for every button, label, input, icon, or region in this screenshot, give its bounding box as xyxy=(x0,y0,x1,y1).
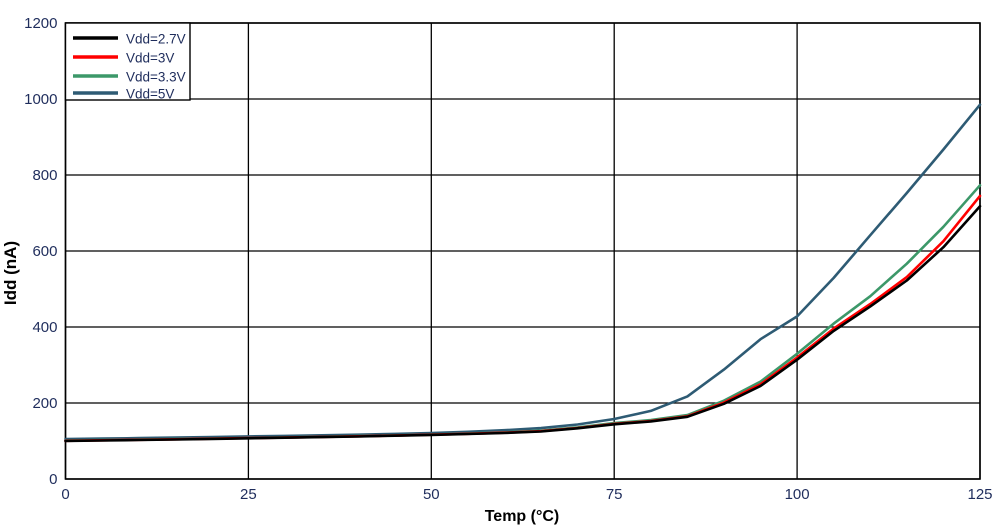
svg-text:100: 100 xyxy=(785,486,810,503)
svg-text:1000: 1000 xyxy=(24,91,57,108)
svg-text:Vdd=3V: Vdd=3V xyxy=(126,51,174,66)
svg-text:Temp (°C): Temp (°C) xyxy=(485,508,560,525)
svg-text:Idd (nA): Idd (nA) xyxy=(1,241,20,305)
svg-text:50: 50 xyxy=(423,486,440,503)
svg-text:125: 125 xyxy=(967,486,992,503)
svg-text:1200: 1200 xyxy=(24,15,57,32)
svg-text:25: 25 xyxy=(240,486,257,503)
svg-text:800: 800 xyxy=(32,167,57,184)
svg-text:0: 0 xyxy=(49,471,57,488)
svg-text:Vdd=3.3V: Vdd=3.3V xyxy=(126,70,186,85)
svg-text:Vdd=2.7V: Vdd=2.7V xyxy=(126,32,186,47)
svg-text:75: 75 xyxy=(606,486,623,503)
svg-text:200: 200 xyxy=(32,395,57,412)
svg-text:400: 400 xyxy=(32,319,57,336)
svg-text:600: 600 xyxy=(32,243,57,260)
svg-text:0: 0 xyxy=(61,486,69,503)
svg-text:Vdd=5V: Vdd=5V xyxy=(126,87,174,102)
